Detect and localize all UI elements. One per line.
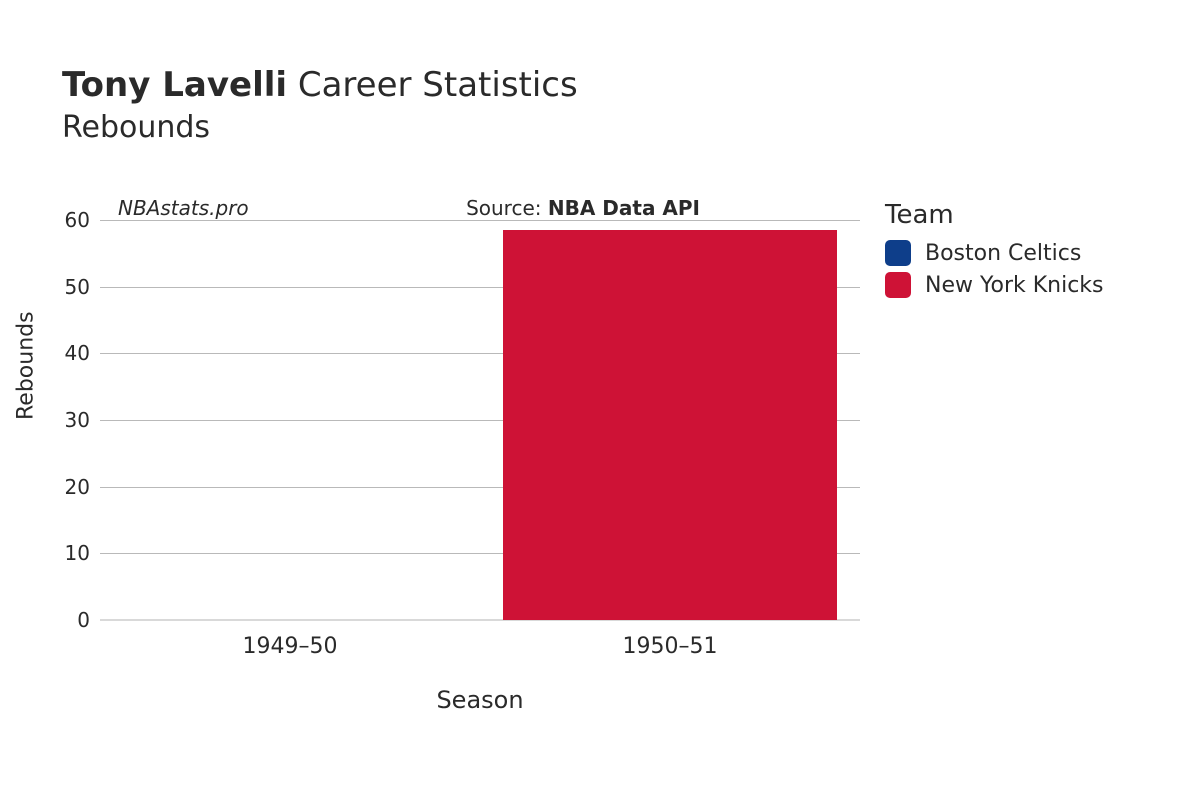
y-tick-label: 0 [77, 608, 90, 632]
chart-canvas: Tony Lavelli Career Statistics Rebounds … [0, 0, 1200, 800]
source-attribution: Source: NBA Data API [466, 196, 700, 220]
legend: Team Boston Celtics New York Knicks [885, 200, 1104, 304]
y-tick-label: 10 [65, 541, 90, 565]
legend-label: Boston Celtics [925, 241, 1081, 266]
y-tick-label: 30 [65, 408, 90, 432]
legend-item: Boston Celtics [885, 240, 1104, 266]
y-tick-label: 20 [65, 475, 90, 499]
legend-title: Team [885, 200, 1104, 230]
source-prefix: Source: [466, 196, 548, 220]
bar [503, 230, 837, 620]
y-tick-label: 40 [65, 341, 90, 365]
x-axis-label: Season [436, 686, 523, 714]
chart-title-block: Tony Lavelli Career Statistics Rebounds [62, 68, 578, 145]
source-name: NBA Data API [548, 196, 700, 220]
watermark-text: NBAstats.pro [118, 196, 249, 220]
y-tick-label: 60 [65, 208, 90, 232]
title-suffix: Career Statistics [298, 65, 578, 105]
x-tick-label: 1950–51 [623, 634, 718, 659]
y-axis-label: Rebounds [14, 311, 39, 420]
legend-swatch [885, 240, 911, 266]
legend-item: New York Knicks [885, 272, 1104, 298]
x-tick-label: 1949–50 [243, 634, 338, 659]
grid-line [100, 220, 860, 221]
chart-title: Tony Lavelli Career Statistics [62, 68, 578, 104]
chart-subtitle: Rebounds [62, 110, 578, 145]
plot-area: NBAstats.pro Source: NBA Data API 010203… [100, 220, 860, 620]
legend-swatch [885, 272, 911, 298]
y-tick-label: 50 [65, 275, 90, 299]
legend-label: New York Knicks [925, 273, 1104, 298]
player-name: Tony Lavelli [62, 65, 287, 105]
